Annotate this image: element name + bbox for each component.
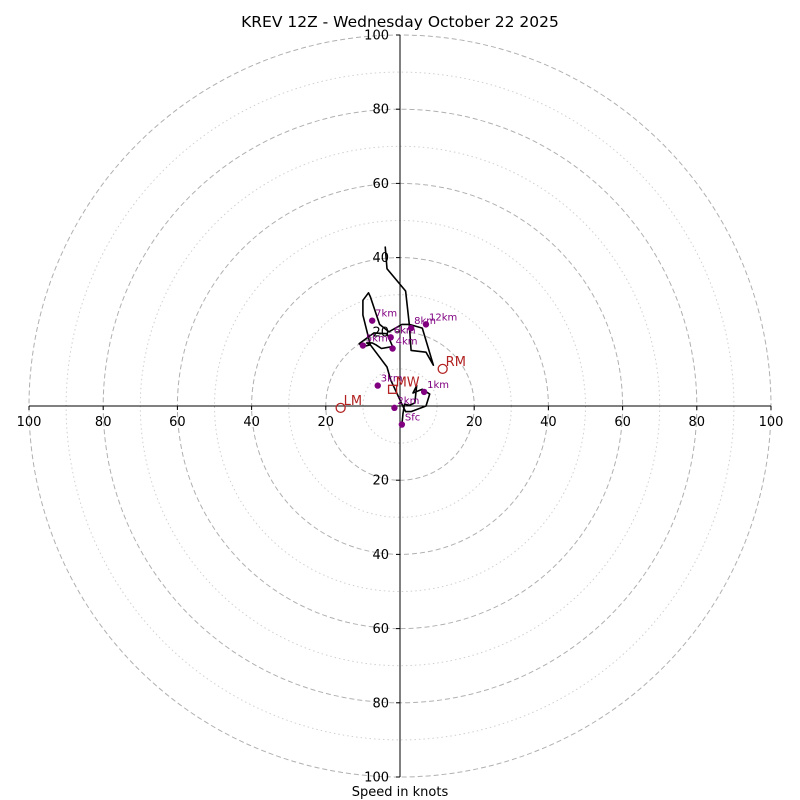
height-marker-dot (398, 421, 406, 428)
height-marker-dot (407, 324, 415, 332)
height-marker-label: 4km (396, 336, 418, 347)
x-tick-label: 20 (466, 415, 483, 430)
height-markers: Sfc1km2km3km4km5km6km7km8km12km (359, 309, 457, 428)
height-marker-label: 2km (397, 396, 419, 407)
height-marker-dot (420, 388, 428, 396)
axes (29, 35, 771, 777)
height-marker-label: 3km (381, 374, 403, 385)
height-marker-dot (368, 317, 376, 324)
x-axis-label: Speed in knots (352, 785, 449, 800)
x-tick-label: 80 (689, 415, 706, 430)
storm-motion-label: LM (344, 394, 362, 409)
height-marker-label: 12km (429, 312, 457, 323)
y-tick-label: 40 (372, 251, 389, 266)
y-tick-label: 100 (364, 29, 389, 44)
height-marker-label: 1km (427, 380, 449, 391)
storm-motion-markers: RM LM MW (335, 355, 466, 414)
height-marker-label: 7km (375, 309, 397, 320)
y-tick-label: 60 (372, 622, 389, 637)
y-tick-label: 100 (364, 771, 389, 786)
storm-motion-label: MW (396, 375, 420, 390)
x-tick-label: 20 (318, 415, 335, 430)
y-tick-label: 80 (372, 103, 389, 118)
x-tick-label: 40 (243, 415, 260, 430)
y-tick-label: 20 (372, 474, 389, 489)
chart-title: KREV 12Z - Wednesday October 22 2025 (241, 13, 559, 31)
height-marker-label: Sfc (405, 413, 420, 424)
height-marker-dot (391, 404, 398, 412)
storm-motion-marker (335, 402, 346, 414)
x-tick-label: 60 (614, 415, 631, 430)
height-marker-label: 6km (394, 325, 416, 336)
x-tick-label: 40 (540, 415, 557, 430)
storm-motion-label: RM (446, 355, 466, 370)
height-marker-dot (359, 342, 367, 349)
x-tick-label: 60 (169, 415, 186, 430)
x-tick-label: 100 (17, 415, 42, 430)
height-marker-dot (387, 334, 394, 341)
storm-motion-marker (387, 384, 398, 394)
y-tick-label: 40 (372, 548, 389, 563)
height-marker-dot (389, 345, 396, 352)
y-tick-label: 60 (372, 177, 389, 192)
x-tick-label: 100 (759, 415, 784, 430)
tick-labels: 100 80 60 40 20 20 40 60 80 100100806040202040608… (17, 29, 784, 786)
height-marker-dot (422, 321, 430, 328)
x-tick-label: 80 (95, 415, 112, 430)
storm-motion-marker (437, 363, 448, 375)
height-marker-dot (374, 382, 381, 389)
y-tick-label: 80 (372, 696, 389, 711)
height-marker-label: 5km (366, 334, 388, 345)
